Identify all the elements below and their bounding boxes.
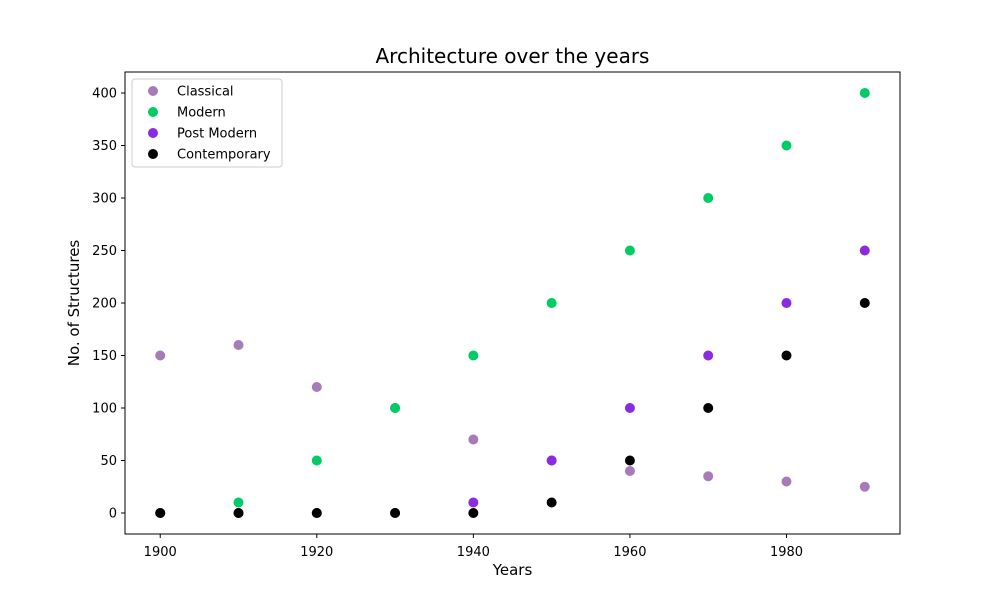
y-tick-label: 200: [92, 297, 117, 312]
legend-marker: [148, 86, 158, 96]
legend-label: Contemporary: [177, 148, 271, 163]
data-point: [233, 508, 244, 518]
data-point: [233, 340, 244, 350]
data-point: [624, 245, 635, 256]
data-point: [703, 193, 714, 203]
data-point: [233, 497, 244, 508]
data-point: [859, 245, 870, 256]
data-point: [155, 350, 166, 361]
legend-marker: [148, 107, 158, 117]
series-contemporary: [155, 298, 870, 518]
x-tick-label: 1920: [300, 545, 333, 560]
data-point: [468, 434, 479, 445]
data-point: [468, 497, 479, 508]
y-tick-label: 250: [92, 244, 117, 259]
data-point: [703, 350, 714, 361]
x-tick-label: 1960: [613, 545, 646, 560]
data-point: [781, 298, 792, 308]
x-tick-label: 1900: [144, 545, 177, 560]
data-point: [781, 476, 792, 487]
data-point: [859, 298, 870, 308]
data-point: [311, 382, 322, 392]
data-point: [390, 508, 401, 518]
data-point: [624, 466, 635, 476]
data-point: [703, 403, 714, 413]
data-point: [155, 508, 166, 518]
y-tick-label: 150: [92, 349, 117, 364]
legend-label: Modern: [177, 106, 226, 121]
legend-marker: [148, 128, 158, 138]
data-point: [703, 471, 714, 482]
data-point: [781, 350, 792, 361]
data-point: [468, 508, 479, 518]
data-point: [624, 455, 635, 466]
data-point: [546, 497, 557, 508]
series-post-modern: [155, 245, 870, 518]
data-point: [624, 403, 635, 413]
data-point: [468, 350, 479, 361]
y-tick-label: 100: [92, 402, 117, 417]
data-point: [859, 88, 870, 98]
data-point: [781, 140, 792, 151]
x-axis-label: Years: [492, 561, 533, 579]
x-tick-label: 1980: [770, 545, 803, 560]
legend-label: Classical: [177, 85, 234, 100]
y-axis-label: No. of Structures: [65, 240, 83, 367]
y-tick-label: 50: [100, 454, 117, 469]
data-point: [311, 508, 322, 518]
data-point: [546, 455, 557, 466]
y-tick-label: 400: [92, 87, 117, 102]
y-tick-label: 350: [92, 139, 117, 154]
x-tick-label: 1940: [457, 545, 490, 560]
legend-box: [131, 78, 283, 168]
y-axis: 0 50 100 150 200 250 300 350 400: [92, 87, 125, 522]
x-axis: 1900 1920 1940 1960 1980: [144, 534, 803, 560]
chart-title: Architecture over the years: [376, 44, 650, 68]
legend-marker: [148, 149, 158, 159]
legend-label: Post Modern: [177, 127, 257, 142]
y-tick-label: 300: [92, 192, 117, 207]
data-point: [390, 403, 401, 413]
legend: Classical Modern Post Modern Contemporary: [131, 78, 283, 168]
y-tick-label: 0: [109, 507, 117, 522]
data-point: [546, 298, 557, 308]
data-point: [311, 455, 322, 466]
plot-area: [155, 88, 870, 518]
series-classical: [155, 340, 870, 492]
data-point: [859, 481, 870, 492]
